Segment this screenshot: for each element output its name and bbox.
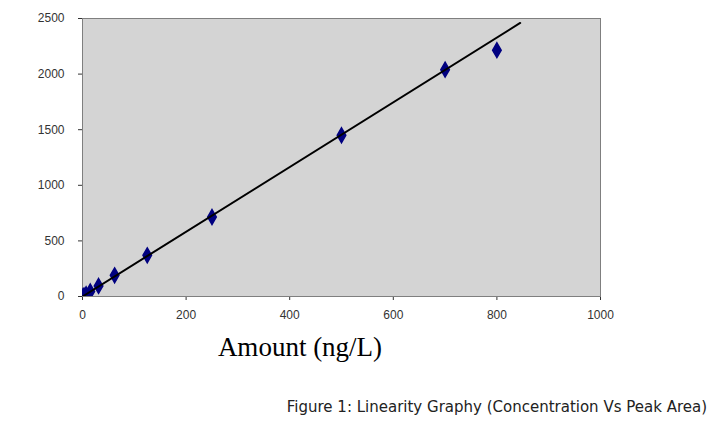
- svg-text:600: 600: [383, 308, 403, 322]
- svg-text:1000: 1000: [587, 308, 614, 322]
- svg-text:2500: 2500: [38, 11, 65, 25]
- svg-text:1500: 1500: [38, 123, 65, 137]
- svg-text:200: 200: [176, 308, 196, 322]
- html-text:Figure 1: Linearity Graphy (Co: Figure 1: Linearity Graphy (Concentratio…: [286, 398, 707, 416]
- svg-text:0: 0: [79, 308, 86, 322]
- html-text:Amount (ng/L): Amount (ng/L): [217, 332, 383, 362]
- svg-text:800: 800: [487, 308, 507, 322]
- svg-text:2000: 2000: [38, 67, 65, 81]
- svg-text:400: 400: [280, 308, 300, 322]
- svg-text:0: 0: [58, 289, 65, 303]
- svg-text:1000: 1000: [38, 178, 65, 192]
- svg-text:500: 500: [44, 234, 64, 248]
